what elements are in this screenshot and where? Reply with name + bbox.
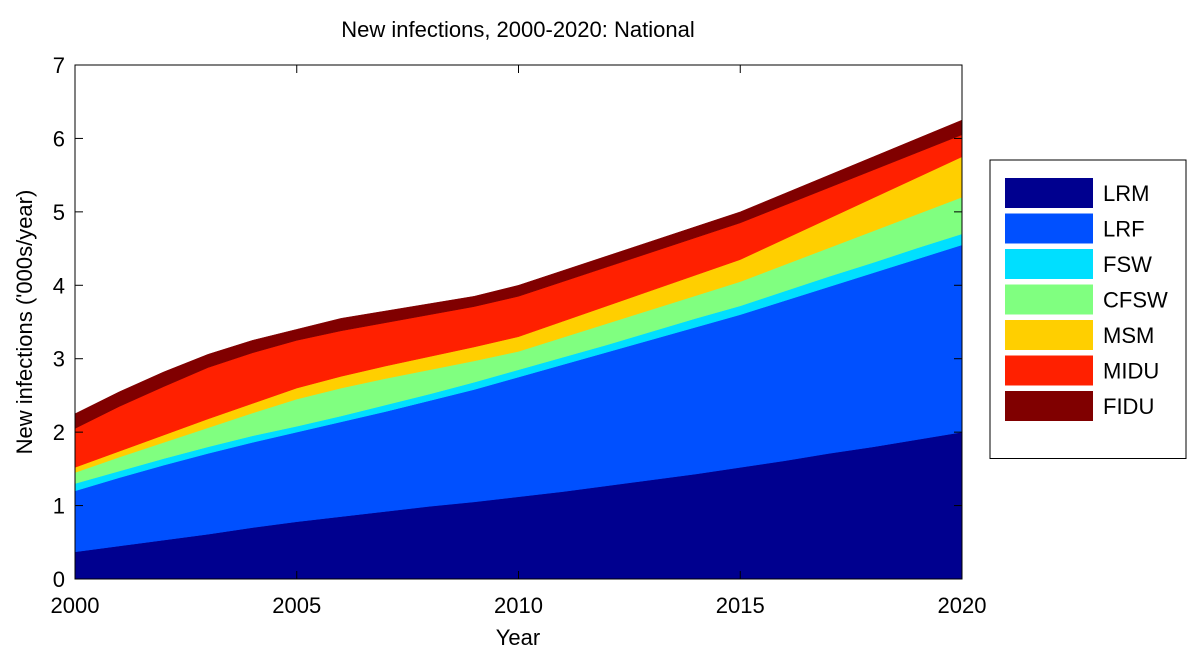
- legend-label: MSM: [1103, 323, 1154, 348]
- legend-label: CFSW: [1103, 288, 1168, 313]
- y-tick-label: 0: [53, 567, 65, 592]
- y-tick-label: 7: [53, 53, 65, 78]
- y-tick-label: 4: [53, 273, 65, 298]
- y-tick-label: 2: [53, 420, 65, 445]
- legend-swatch: [1005, 320, 1093, 350]
- legend-swatch: [1005, 355, 1093, 386]
- x-tick-label: 2020: [938, 593, 987, 618]
- x-axis-label: Year: [496, 625, 540, 650]
- x-tick-label: 2015: [716, 593, 765, 618]
- legend-swatch: [1005, 249, 1093, 279]
- legend-label: LRM: [1103, 181, 1149, 206]
- legend-label: FIDU: [1103, 394, 1154, 419]
- legend-label: LRF: [1103, 217, 1145, 242]
- legend-swatch: [1005, 178, 1093, 208]
- legend-swatch: [1005, 213, 1093, 244]
- y-tick-label: 1: [53, 494, 65, 519]
- legend-swatch: [1005, 391, 1093, 421]
- legend-label: FSW: [1103, 252, 1152, 277]
- x-tick-label: 2005: [272, 593, 321, 618]
- y-tick-label: 3: [53, 347, 65, 372]
- x-tick-label: 2000: [51, 593, 100, 618]
- y-tick-label: 5: [53, 200, 65, 225]
- chart-title: New infections, 2000-2020: National: [341, 17, 694, 42]
- x-tick-label: 2010: [494, 593, 543, 618]
- legend-swatch: [1005, 284, 1093, 315]
- y-axis-label: New infections ('000s/year): [12, 190, 37, 455]
- legend-label: MIDU: [1103, 359, 1159, 384]
- y-tick-label: 6: [53, 126, 65, 151]
